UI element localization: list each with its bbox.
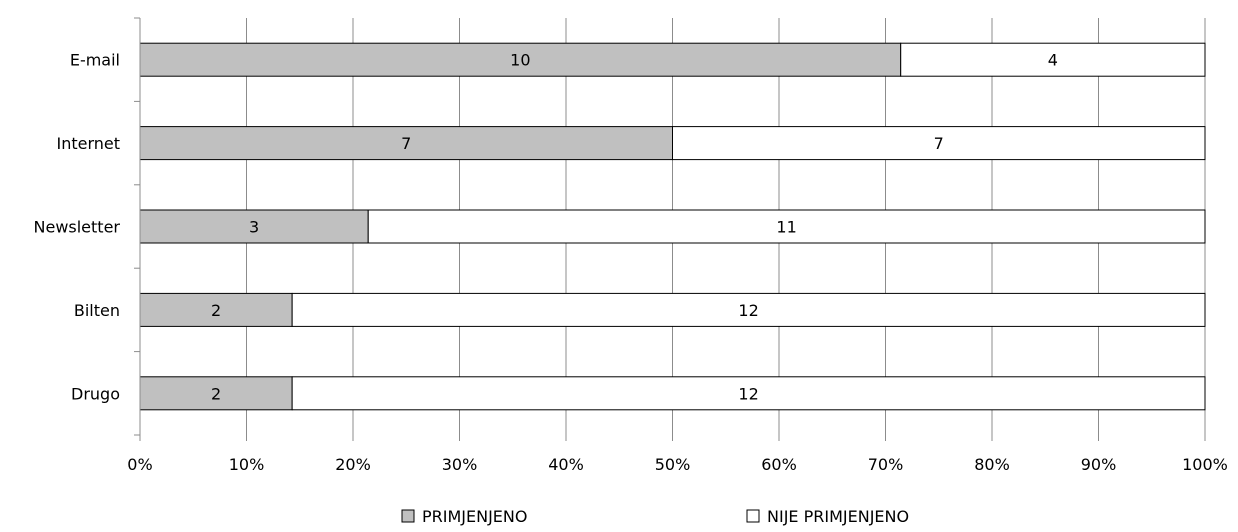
category-label: Drugo (71, 384, 120, 403)
x-tick-label: 40% (548, 455, 584, 474)
data-label: 10 (510, 51, 530, 70)
bar-nije-primjenjeno (900, 42, 1206, 77)
x-tick-label: 80% (974, 455, 1010, 474)
data-label: 4 (1048, 51, 1058, 70)
bar-nije-primjenjeno (291, 292, 1206, 327)
legend-item: NIJE PRIMJENJENO (746, 507, 909, 526)
bars (139, 42, 1206, 411)
x-tick-label: 100% (1182, 455, 1228, 474)
legend-item: PRIMJENJENO (401, 507, 527, 526)
data-label: 12 (738, 301, 758, 320)
legend-label: NIJE PRIMJENJENO (767, 507, 909, 526)
bar-primjenjeno (139, 376, 293, 411)
x-tick-label: 50% (655, 455, 691, 474)
legend-swatch (401, 509, 415, 523)
x-tick-label: 30% (442, 455, 478, 474)
x-tick-label: 60% (761, 455, 797, 474)
x-tick-label: 90% (1081, 455, 1117, 474)
x-tick-label: 10% (229, 455, 265, 474)
data-label: 3 (249, 218, 259, 237)
bar-nije-primjenjeno (291, 376, 1206, 411)
bar-primjenjeno (139, 292, 293, 327)
bar-nije-primjenjeno (672, 126, 1206, 161)
data-label: 7 (934, 134, 944, 153)
legend-swatch (746, 509, 760, 523)
labels: 0% 10% 20% 30% 40% 50% 60% 70% 80% 90% 100% 10 4 E-ma… (34, 51, 1228, 474)
x-tick-label: 0% (127, 455, 152, 474)
x-tick-label: 70% (868, 455, 904, 474)
data-label: 2 (211, 301, 221, 320)
axes (134, 17, 1206, 441)
legend: PRIMJENJENO NIJE PRIMJENJENO (401, 507, 909, 526)
data-label: 7 (401, 134, 411, 153)
category-label: Bilten (74, 301, 120, 320)
data-label: 2 (211, 384, 221, 403)
legend-label: PRIMJENJENO (422, 507, 527, 526)
data-label: 12 (738, 384, 758, 403)
category-label: E-mail (70, 51, 120, 70)
category-label: Internet (56, 134, 120, 153)
x-tick-label: 20% (335, 455, 371, 474)
bar-nije-primjenjeno (367, 209, 1206, 244)
data-label: 11 (776, 218, 796, 237)
category-label: Newsletter (34, 218, 121, 237)
